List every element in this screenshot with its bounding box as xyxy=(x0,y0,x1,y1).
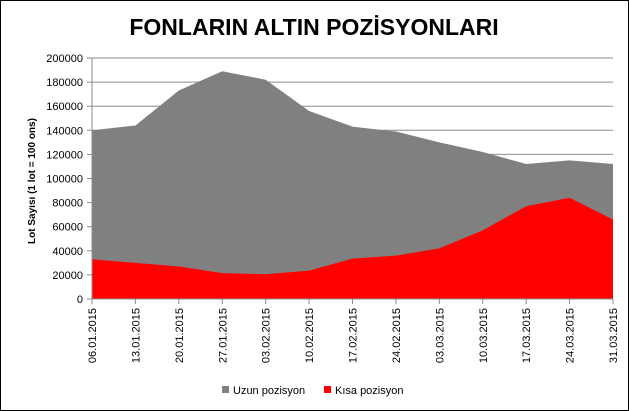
y-tick-labels: 0 20000 40000 60000 80000 100000 120000 140000 1… xyxy=(46,53,83,306)
y-tick-label: 60000 xyxy=(52,222,83,234)
x-tick-label: 31.03.2015 xyxy=(608,308,620,363)
x-tick-label: 27.01.2015 xyxy=(217,308,229,363)
y-tick-label: 180000 xyxy=(46,77,83,89)
x-tick-label: 24.02.2015 xyxy=(391,308,403,363)
legend: Uzun pozisyon Kısa pozisyon xyxy=(222,385,403,397)
y-tick-label: 140000 xyxy=(46,125,83,137)
x-tick-label: 17.02.2015 xyxy=(348,308,360,363)
y-tick-label: 40000 xyxy=(52,246,83,258)
x-tick-labels: 06.01.2015 13.01.2015 20.01.2015 27.01.2015… xyxy=(87,308,620,363)
y-tick-label: 80000 xyxy=(52,198,83,210)
x-tick-label: 24.03.2015 xyxy=(565,308,577,363)
legend-label: Uzun pozisyon xyxy=(233,385,305,397)
y-tick-label: 0 xyxy=(77,294,83,306)
legend-label: Kısa pozisyon xyxy=(335,385,403,397)
y-tick-label: 160000 xyxy=(46,101,83,113)
y-tick-label: 20000 xyxy=(52,270,83,282)
area-short-position xyxy=(92,197,613,299)
y-tick-label: 120000 xyxy=(46,149,83,161)
legend-swatch xyxy=(324,386,331,393)
x-tick-label: 10.02.2015 xyxy=(304,308,316,363)
chart-title: FONLARIN ALTIN POZİSYONLARI xyxy=(129,14,498,40)
x-tick-label: 06.01.2015 xyxy=(87,308,99,363)
x-tick-label: 03.03.2015 xyxy=(434,308,446,363)
y-tick-label: 200000 xyxy=(46,53,83,65)
area-series xyxy=(92,71,613,299)
axes xyxy=(87,57,614,304)
y-tick-label: 100000 xyxy=(46,174,83,186)
legend-swatch xyxy=(222,386,229,393)
y-axis-label: Lot Sayısı (1 lot = 100 ons) xyxy=(27,118,38,244)
x-tick-label: 20.01.2015 xyxy=(174,308,186,363)
x-tick-label: 10.03.2015 xyxy=(478,308,490,363)
x-tick-label: 13.01.2015 xyxy=(130,308,142,363)
x-tick-label: 17.03.2015 xyxy=(521,308,533,363)
x-tick-label: 03.02.2015 xyxy=(261,308,273,363)
